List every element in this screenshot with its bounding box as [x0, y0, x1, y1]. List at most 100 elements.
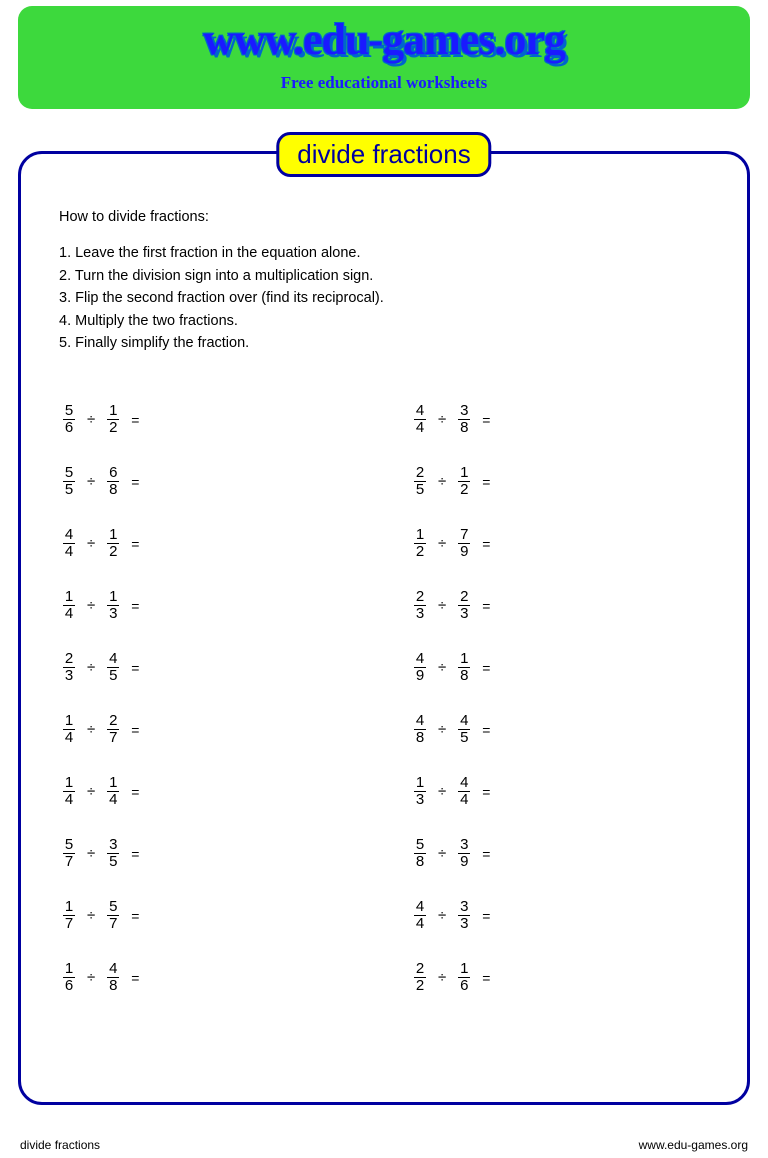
denominator: 2	[414, 978, 426, 995]
equals-sign: =	[482, 536, 490, 552]
problems-left-column: 56÷12=55÷68=44÷12=14÷13=23÷45=14÷27=14÷1…	[59, 389, 384, 1009]
fraction-b: 45	[454, 713, 474, 747]
numerator: 1	[458, 651, 470, 669]
equals-sign: =	[131, 846, 139, 862]
equals-sign: =	[482, 474, 490, 490]
equals-sign: =	[131, 784, 139, 800]
denominator: 6	[63, 420, 75, 437]
fraction-b: 44	[454, 775, 474, 809]
problems-right-column: 44÷38=25÷12=12÷79=23÷23=49÷18=48÷45=13÷4…	[384, 389, 709, 1009]
equals-sign: =	[131, 536, 139, 552]
numerator: 2	[458, 589, 470, 607]
fraction-a: 57	[59, 837, 79, 871]
fraction-b: 12	[103, 527, 123, 561]
equals-sign: =	[131, 908, 139, 924]
denominator: 9	[458, 544, 470, 561]
denominator: 4	[458, 792, 470, 809]
fraction-a: 25	[410, 465, 430, 499]
equals-sign: =	[131, 474, 139, 490]
site-subtitle: Free educational worksheets	[18, 73, 750, 93]
problem: 44÷33=	[410, 885, 709, 947]
numerator: 2	[414, 465, 426, 483]
numerator: 1	[107, 403, 119, 421]
divide-operator: ÷	[438, 969, 446, 986]
numerator: 1	[458, 961, 470, 979]
numerator: 7	[458, 527, 470, 545]
instruction-step: 1. Leave the first fraction in the equat…	[59, 242, 709, 264]
equals-sign: =	[482, 784, 490, 800]
fraction-b: 39	[454, 837, 474, 871]
problem: 23÷45=	[59, 637, 384, 699]
equals-sign: =	[131, 598, 139, 614]
problem: 12 ÷ 79 =	[410, 513, 709, 575]
denominator: 8	[458, 420, 470, 437]
fraction-a: 44	[410, 403, 430, 437]
problem: 56÷12=	[59, 389, 384, 451]
numerator: 4	[107, 651, 119, 669]
divide-operator: ÷	[87, 473, 95, 490]
fraction-a: 16	[59, 961, 79, 995]
fraction-b: 16	[454, 961, 474, 995]
divide-operator: ÷	[438, 783, 446, 800]
numerator: 5	[107, 899, 119, 917]
instruction-step: 4. Multiply the two fractions.	[59, 310, 709, 332]
numerator: 6	[107, 465, 119, 483]
numerator: 1	[63, 899, 75, 917]
denominator: 5	[458, 730, 470, 747]
divide-operator: ÷	[438, 845, 446, 862]
denominator: 2	[107, 544, 119, 561]
problem: 14÷14=	[59, 761, 384, 823]
worksheet-container: divide fractions How to divide fractions…	[18, 151, 750, 1105]
divide-operator: ÷	[87, 535, 95, 552]
numerator: 3	[107, 837, 119, 855]
denominator: 2	[414, 544, 426, 561]
denominator: 5	[414, 482, 426, 499]
denominator: 4	[63, 606, 75, 623]
divide-operator: ÷	[438, 597, 446, 614]
equals-sign: =	[482, 598, 490, 614]
equals-sign: =	[131, 412, 139, 428]
fraction-b: 35	[103, 837, 123, 871]
problem: 55÷68=	[59, 451, 384, 513]
problem: 25÷12=	[410, 451, 709, 513]
numerator: 3	[458, 899, 470, 917]
problem: 44÷38=	[410, 389, 709, 451]
numerator: 1	[63, 589, 75, 607]
problem: 57÷35=	[59, 823, 384, 885]
numerator: 2	[63, 651, 75, 669]
fraction-a: 55	[59, 465, 79, 499]
denominator: 7	[107, 916, 119, 933]
denominator: 3	[414, 792, 426, 809]
fraction-b: 18	[454, 651, 474, 685]
header-banner: www.edu-games.org Free educational works…	[18, 6, 750, 109]
instruction-step: 2. Turn the division sign into a multipl…	[59, 265, 709, 287]
fraction-b: 23	[454, 589, 474, 623]
denominator: 4	[63, 792, 75, 809]
page-footer: divide fractions www.edu-games.org	[20, 1138, 748, 1152]
numerator: 1	[63, 713, 75, 731]
divide-operator: ÷	[438, 473, 446, 490]
numerator: 1	[63, 961, 75, 979]
problem: 14÷27=	[59, 699, 384, 761]
fraction-b: 45	[103, 651, 123, 685]
fraction-a: 44	[59, 527, 79, 561]
fraction-a: 56	[59, 403, 79, 437]
footer-right: www.edu-games.org	[639, 1138, 748, 1152]
fraction-a: 22	[410, 961, 430, 995]
divide-operator: ÷	[438, 411, 446, 428]
equals-sign: =	[131, 970, 139, 986]
problem: 23÷23=	[410, 575, 709, 637]
denominator: 3	[458, 916, 470, 933]
numerator: 4	[414, 713, 426, 731]
numerator: 4	[414, 403, 426, 421]
fraction-a: 49	[410, 651, 430, 685]
denominator: 7	[63, 916, 75, 933]
divide-operator: ÷	[438, 535, 446, 552]
denominator: 3	[63, 668, 75, 685]
fraction-a: 12	[410, 527, 430, 561]
denominator: 8	[107, 978, 119, 995]
instruction-step: 5. Finally simplify the fraction.	[59, 332, 709, 354]
numerator: 1	[107, 775, 119, 793]
divide-operator: ÷	[87, 597, 95, 614]
numerator: 4	[458, 775, 470, 793]
